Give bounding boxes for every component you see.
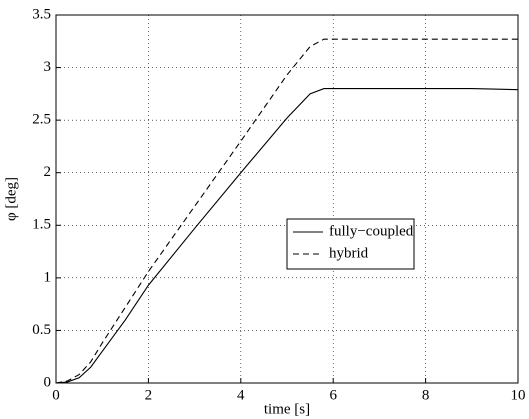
x-tick-label: 8 bbox=[422, 387, 430, 403]
legend-box bbox=[286, 218, 415, 270]
y-tick-label: 2.5 bbox=[32, 112, 51, 128]
series-line bbox=[55, 88, 519, 384]
x-tick-label: 0 bbox=[52, 387, 60, 403]
y-tick-label: 1.5 bbox=[32, 217, 51, 233]
x-axis-label: time [s] bbox=[264, 401, 310, 417]
series-line bbox=[55, 38, 518, 384]
y-tick-label: 2 bbox=[44, 164, 52, 180]
x-tick-label: 10 bbox=[511, 387, 526, 403]
y-tick-label: 3.5 bbox=[32, 6, 51, 22]
x-tick-label: 4 bbox=[237, 387, 245, 403]
x-tick-label: 2 bbox=[145, 387, 153, 403]
y-tick-label: 3 bbox=[44, 59, 52, 75]
y-tick-label: 0.5 bbox=[32, 322, 51, 338]
legend-label: fully−coupled bbox=[329, 223, 414, 239]
plot-frame bbox=[55, 14, 519, 384]
legend-label: hybrid bbox=[329, 245, 369, 261]
y-tick-label: 1 bbox=[44, 269, 52, 285]
x-tick-label: 6 bbox=[329, 387, 337, 403]
y-axis-label: φ [deg] bbox=[3, 177, 19, 221]
y-tick-label: 0 bbox=[44, 374, 52, 390]
